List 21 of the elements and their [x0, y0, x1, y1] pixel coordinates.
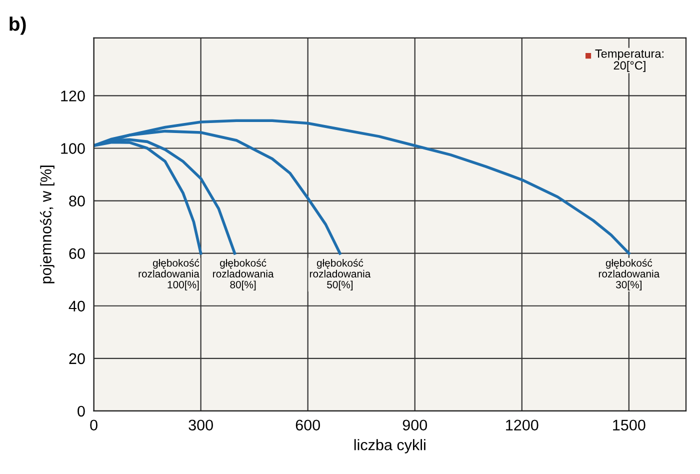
annotation: głębokość rozladowania 80[%]	[213, 258, 274, 290]
y-tick-label: 20	[69, 353, 85, 364]
y-tick-label: 60	[69, 248, 85, 260]
y-axis-title: pojemność, w [%]	[40, 166, 54, 284]
x-tick-label: 0	[90, 420, 98, 431]
y-tick-label: 0	[78, 406, 85, 417]
y-tick-label: 80	[69, 196, 85, 206]
chart-title: b)	[10, 16, 26, 35]
annotation: Temperatura: 20[°C]	[595, 50, 664, 72]
x-axis-title: liczba cykli	[354, 439, 426, 454]
x-tick-label: 900	[402, 420, 428, 431]
y-tick-label: 120	[61, 90, 85, 102]
annotation: głębokość rozladowania 100[%]	[138, 258, 200, 290]
x-tick-label: 600	[296, 420, 320, 431]
annotation: głębokość rozladowania 50[%]	[310, 258, 371, 290]
x-tick-label: 1500	[613, 420, 646, 431]
x-tick-label: 300	[188, 420, 213, 431]
x-tick-label: 1200	[506, 420, 538, 431]
y-tick-label: 100	[61, 143, 85, 154]
annotation: głębokość rozladowania 30[%]	[598, 258, 660, 290]
y-tick-label: 40	[68, 300, 85, 312]
